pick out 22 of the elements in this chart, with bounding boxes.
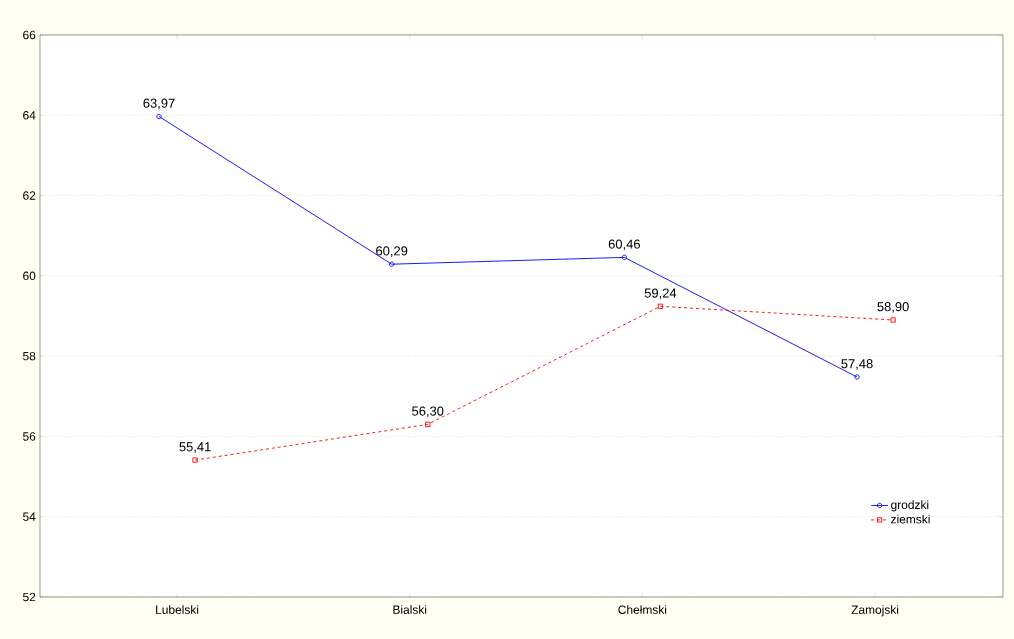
data-label: 56,30	[412, 406, 444, 418]
y-tick-label: 66	[23, 30, 36, 40]
data-label: 60,29	[376, 246, 408, 258]
x-tick-label: Zamojski	[851, 605, 899, 617]
x-tick-label: Lubelski	[156, 605, 199, 614]
data-label: 58,90	[877, 302, 909, 313]
data-label: 60,46	[608, 239, 640, 251]
x-tick-label: Chełmski	[618, 605, 667, 614]
y-tick-label: 60	[23, 271, 36, 281]
y-tick-label: 52	[23, 592, 36, 602]
y-tick-label: 58	[23, 351, 36, 361]
x-tick-label: Bialski	[393, 605, 427, 614]
y-tick-label: 62	[23, 191, 36, 200]
y-tick-label: 64	[23, 111, 36, 120]
data-label: 59,24	[644, 288, 677, 300]
data-label: 57,48	[841, 359, 873, 370]
legend-label: ziemski	[891, 514, 930, 524]
data-label: 63,97	[143, 98, 175, 110]
data-label: 55,41	[179, 442, 211, 453]
y-tick-label: 54	[23, 512, 36, 521]
y-tick-label: 56	[23, 432, 36, 441]
legend-label: grodzki	[891, 500, 929, 512]
